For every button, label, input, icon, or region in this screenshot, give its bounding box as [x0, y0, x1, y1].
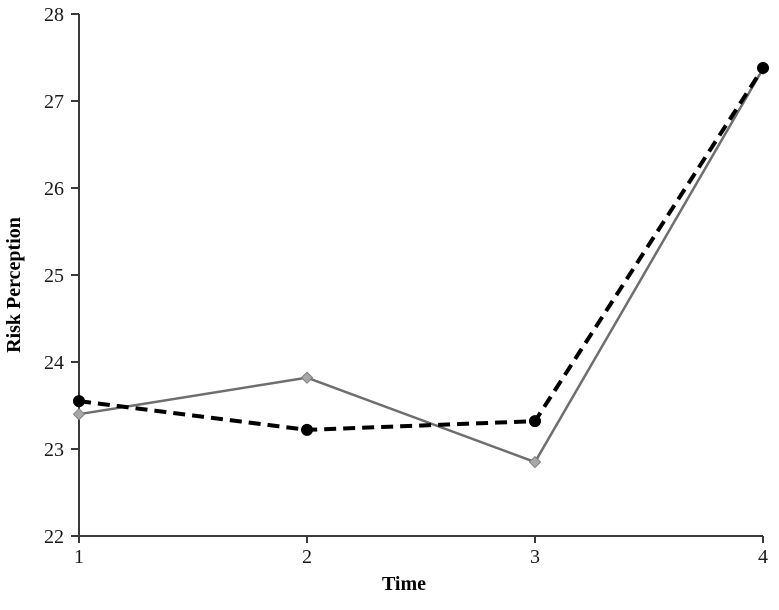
x-axis-title: Time: [382, 573, 426, 595]
diamond-marker: [300, 371, 314, 384]
y-tick-label: 26: [44, 178, 64, 200]
y-tick-label: 25: [44, 265, 64, 287]
series-line-1: [78, 68, 765, 464]
y-tick-label: 27: [44, 91, 64, 113]
x-tick-label: 1: [74, 546, 84, 568]
x-tick-label: 3: [530, 546, 540, 568]
axis-spines: [78, 14, 763, 537]
diamond-marker: [72, 407, 86, 421]
circle-marker: [301, 423, 313, 436]
x-tick-label: 4: [758, 546, 768, 568]
y-axis-title: Risk Perception: [3, 217, 25, 353]
y-tick-label: 22: [44, 526, 64, 548]
diamond-marker: [528, 455, 542, 469]
chart-series: [72, 61, 770, 469]
y-tick-label: 23: [44, 439, 64, 461]
series-line-2: [78, 66, 765, 432]
circle-marker: [757, 61, 769, 74]
y-tick-label: 24: [44, 352, 64, 374]
circle-marker: [73, 395, 85, 408]
y-tick-label: 28: [44, 4, 64, 26]
x-tick-label: 2: [302, 546, 312, 568]
circle-marker: [529, 415, 541, 428]
